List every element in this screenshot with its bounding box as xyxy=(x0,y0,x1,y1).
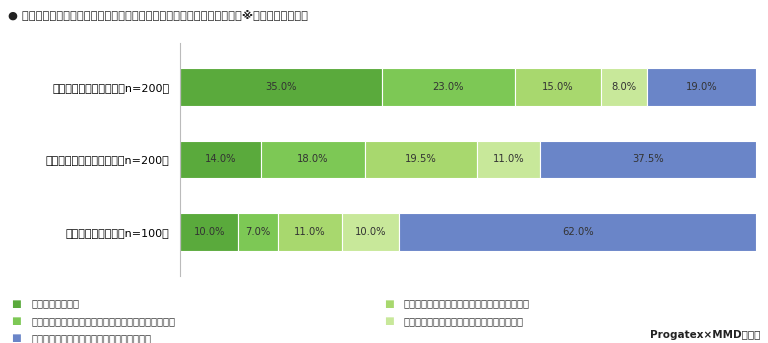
Bar xyxy=(647,68,756,106)
Bar xyxy=(180,68,382,106)
Text: 62.0%: 62.0% xyxy=(562,227,594,237)
Bar xyxy=(382,68,515,106)
Text: 11.0%: 11.0% xyxy=(294,227,326,237)
Text: 現在実施している: 現在実施している xyxy=(31,298,80,309)
Text: 過去に実施しているが、今後の実施は検討していない: 過去に実施しているが、今後の実施は検討していない xyxy=(31,316,175,326)
Text: 18.0%: 18.0% xyxy=(297,154,329,165)
Bar xyxy=(399,213,756,251)
Text: 15.0%: 15.0% xyxy=(542,82,574,92)
Text: 14.0%: 14.0% xyxy=(205,154,237,165)
Bar xyxy=(365,141,477,178)
Text: 35.0%: 35.0% xyxy=(266,82,297,92)
Text: ■: ■ xyxy=(384,316,394,326)
Bar xyxy=(278,213,342,251)
Bar xyxy=(180,141,261,178)
Text: 37.5%: 37.5% xyxy=(633,154,664,165)
Text: 7.0%: 7.0% xyxy=(246,227,271,237)
Text: 実施したことはないが、実施を検討している: 実施したことはないが、実施を検討している xyxy=(404,316,524,326)
Text: 10.0%: 10.0% xyxy=(355,227,386,237)
Bar xyxy=(601,68,647,106)
Text: 実施したことはなく、実施も検討していない: 実施したことはなく、実施も検討していない xyxy=(31,333,151,343)
Text: ■: ■ xyxy=(12,333,22,343)
Bar xyxy=(541,141,756,178)
Text: 11.0%: 11.0% xyxy=(493,154,525,165)
Text: ■: ■ xyxy=(12,298,22,309)
Text: 10.0%: 10.0% xyxy=(194,227,225,237)
Bar xyxy=(515,68,601,106)
Text: 過去に実施しており、再度実施を検討している: 過去に実施しており、再度実施を検討している xyxy=(404,298,530,309)
Bar xyxy=(238,213,278,251)
Text: 8.0%: 8.0% xyxy=(611,82,637,92)
Text: 19.0%: 19.0% xyxy=(686,82,717,92)
Text: Progatex×MMD研究所: Progatex×MMD研究所 xyxy=(650,330,760,340)
Bar xyxy=(261,141,365,178)
Text: 19.5%: 19.5% xyxy=(405,154,437,165)
Text: ■: ■ xyxy=(384,298,394,309)
Text: ■: ■ xyxy=(12,316,22,326)
Bar xyxy=(180,213,238,251)
Text: 23.0%: 23.0% xyxy=(432,82,464,92)
Bar xyxy=(477,141,541,178)
Bar xyxy=(342,213,399,251)
Text: ● 社員へのデジタルスキルアップのための自律学習支援型の研修について※企業規模、役職別: ● 社員へのデジタルスキルアップのための自律学習支援型の研修について※企業規模、… xyxy=(8,9,308,20)
